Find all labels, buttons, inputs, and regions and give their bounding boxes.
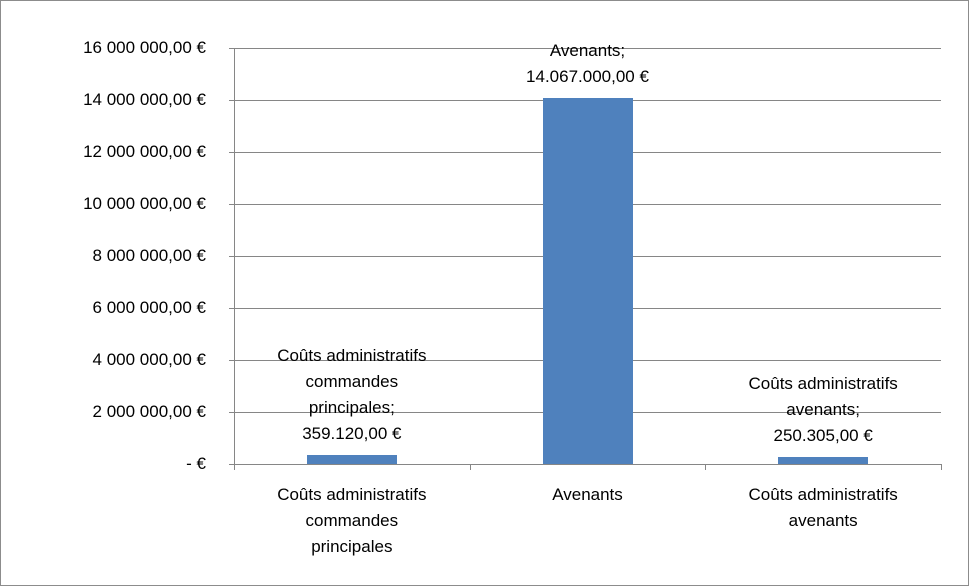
x-tick-label: Coûts administratifs avenants [748, 485, 898, 530]
data-label: Coûts administratifs commandes principal… [277, 345, 427, 443]
y-axis [234, 48, 235, 464]
y-tick-mark [229, 152, 234, 153]
data-label: Coûts administratifs avenants; 250.305,0… [748, 374, 898, 446]
y-tick-mark [229, 464, 234, 465]
y-tick-label: 10 000 000,00 € [83, 194, 206, 213]
y-tick-mark [229, 204, 234, 205]
x-tick-mark [234, 464, 235, 470]
y-tick-label: 8 000 000,00 € [92, 246, 206, 265]
y-tick-mark [229, 48, 234, 49]
y-tick-label: 2 000 000,00 € [92, 402, 206, 421]
y-tick-label: 12 000 000,00 € [83, 142, 206, 161]
x-tick-mark [941, 464, 942, 470]
y-tick-mark [229, 360, 234, 361]
y-tick-mark [229, 100, 234, 101]
y-tick-mark [229, 308, 234, 309]
grid-line [234, 48, 941, 49]
x-tick-mark [469, 464, 471, 470]
y-tick-label: 6 000 000,00 € [92, 298, 206, 317]
bar [778, 457, 869, 464]
y-tick-label: 14 000 000,00 € [83, 90, 206, 109]
y-tick-label: - € [186, 454, 206, 473]
bar [542, 98, 633, 464]
y-tick-label: 16 000 000,00 € [83, 38, 206, 57]
x-tick-mark [705, 464, 707, 470]
x-tick-label: Avenants [552, 485, 623, 504]
bar [306, 454, 397, 464]
y-tick-mark [229, 256, 234, 257]
data-label: Avenants; 14.067.000,00 € [526, 41, 649, 87]
y-tick-mark [229, 412, 234, 413]
y-tick-label: 4 000 000,00 € [92, 350, 206, 369]
grid-line [234, 464, 941, 465]
x-tick-label: Coûts administratifs commandes principal… [277, 485, 427, 556]
